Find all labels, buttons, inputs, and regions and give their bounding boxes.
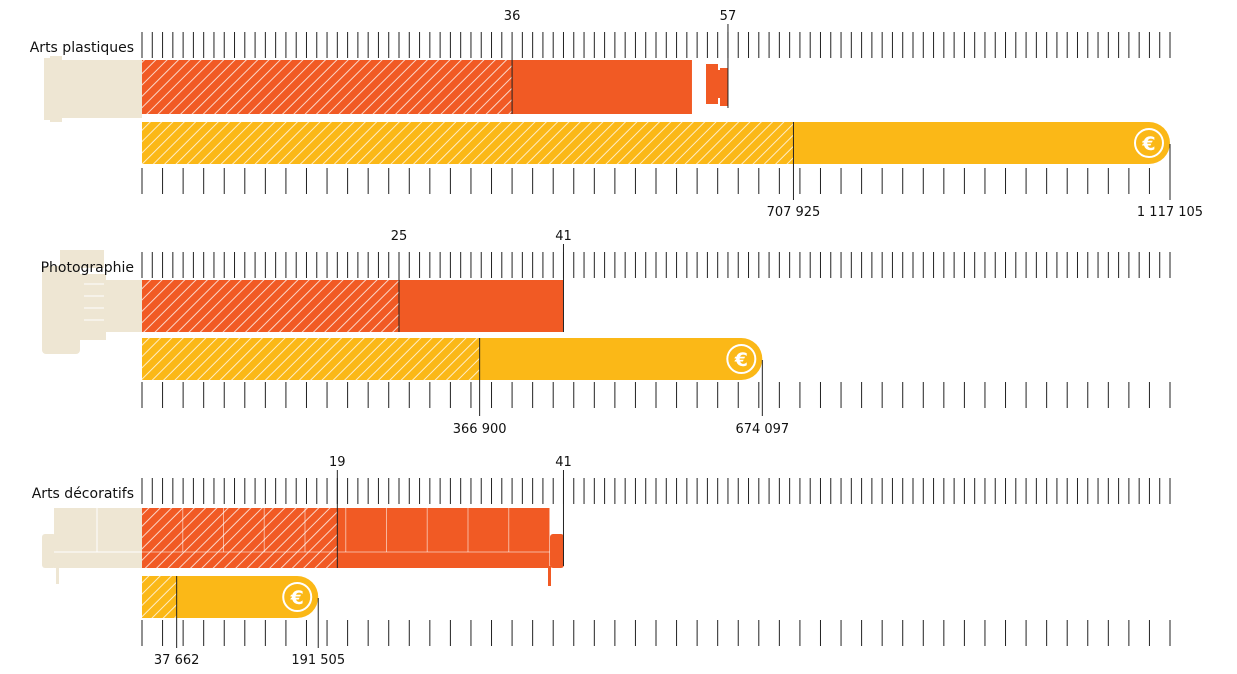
amount-bar-partial xyxy=(142,338,480,380)
count-bar-partial xyxy=(142,60,513,114)
count-partial-label: 19 xyxy=(329,455,346,470)
count-total-label: 57 xyxy=(720,9,737,24)
bottom-tick-axis xyxy=(141,168,1171,194)
top-tick-axis xyxy=(141,478,1171,504)
amount-partial-label: 366 900 xyxy=(453,422,507,437)
amount-partial-label: 707 925 xyxy=(767,205,821,220)
category-label: Arts plastiques xyxy=(30,40,134,56)
camera-icon xyxy=(42,250,142,354)
euro-icon: € xyxy=(1134,128,1164,158)
amount-bar-partial xyxy=(142,122,794,164)
bottom-tick-axis xyxy=(141,620,1171,646)
count-bar-partial xyxy=(142,508,338,568)
amount-bar-total xyxy=(142,576,319,618)
euro-icon: € xyxy=(282,582,313,612)
bottom-tick-axis xyxy=(141,382,1171,408)
count-total-label: 41 xyxy=(555,455,572,470)
svg-text:€: € xyxy=(1141,133,1155,155)
svg-text:€: € xyxy=(734,349,748,371)
amount-bar-partial xyxy=(142,576,177,618)
sofa-cushions xyxy=(142,508,550,553)
category-label: Photographie xyxy=(41,260,134,276)
amount-total-label: 674 097 xyxy=(735,422,789,437)
top-tick-axis xyxy=(141,252,1171,278)
svg-text:€: € xyxy=(290,587,304,609)
count-partial-label: 36 xyxy=(504,9,521,24)
amount-partial-label: 37 662 xyxy=(154,653,200,668)
top-tick-axis xyxy=(141,32,1171,58)
euro-icon: € xyxy=(726,344,757,374)
sofa-icon xyxy=(42,508,564,586)
amount-total-label: 191 505 xyxy=(291,653,345,668)
group-photographie: 25 41 € 366 900 674 097 Photographie xyxy=(41,229,1171,437)
amount-total-label: 1 117 105 xyxy=(1137,205,1203,220)
group-arts-plastiques: 36 57 € 707 925 1 117 105 Arts plastique… xyxy=(30,9,1203,220)
count-partial-label: 25 xyxy=(391,229,408,244)
category-label: Arts décoratifs xyxy=(32,486,134,502)
group-arts-decoratifs: 19 41 € 37 662 191 505 Arts décoratifs xyxy=(32,455,1171,668)
count-total-label: 41 xyxy=(555,229,572,244)
count-bar-partial xyxy=(142,280,399,332)
